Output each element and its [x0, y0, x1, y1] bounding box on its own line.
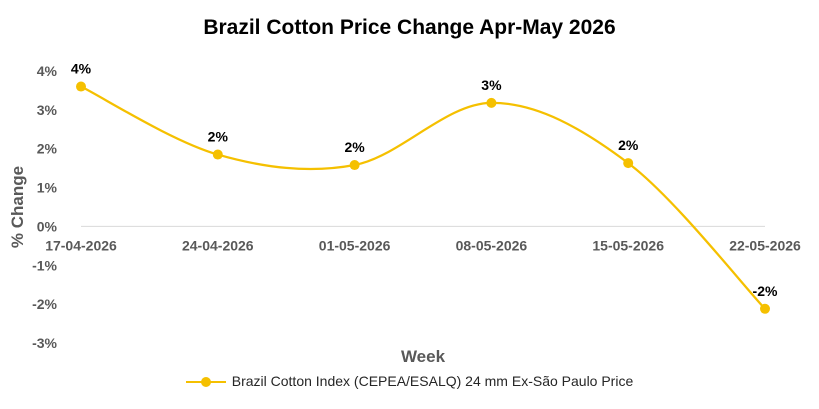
- chart-title: Brazil Cotton Price Change Apr-May 2026: [203, 16, 616, 39]
- data-point: [349, 160, 360, 171]
- x-tick-label: 24-04-2026: [182, 237, 254, 253]
- data-labels: 4% 2% 2% 3% 2% -2%: [71, 61, 778, 299]
- x-tick-label: 08-05-2026: [456, 237, 528, 253]
- data-point: [76, 81, 86, 92]
- y-tick-label: -3%: [32, 335, 57, 351]
- y-tick-label: 3%: [37, 102, 58, 118]
- x-tick-label: 22-05-2026: [729, 237, 801, 253]
- y-tick-label: -2%: [32, 296, 57, 312]
- y-tick-label: 2%: [37, 141, 58, 157]
- y-tick-label: 4%: [37, 63, 58, 79]
- x-tick-label: 17-04-2026: [45, 237, 117, 253]
- y-tick-label: 1%: [37, 180, 58, 196]
- y-axis-title: % Change: [8, 166, 27, 248]
- series-line: [80, 85, 766, 310]
- y-tick-label: 0%: [37, 218, 58, 234]
- data-point: [623, 158, 634, 169]
- data-points: [76, 81, 770, 314]
- data-label: 2%: [618, 137, 639, 153]
- x-axis-ticks: 17-04-2026 24-04-2026 01-05-2026 08-05-2026…: [45, 237, 801, 253]
- data-label: 3%: [481, 77, 502, 93]
- data-label: 2%: [208, 129, 229, 145]
- y-axis-ticks: -3% -2% -1% 0% 1% 2% 3% 4%: [32, 63, 57, 351]
- legend-label: Brazil Cotton Index (CEPEA/ESALQ) 24 mm …: [231, 373, 634, 389]
- data-label: -2%: [753, 283, 778, 299]
- data-label: 4%: [71, 61, 92, 77]
- data-label: 2%: [344, 139, 365, 155]
- x-tick-label: 15-05-2026: [592, 237, 664, 253]
- legend: Brazil Cotton Index (CEPEA/ESALQ) 24 mm …: [0, 373, 819, 389]
- legend-marker-icon: [185, 375, 226, 389]
- x-axis-title: Week: [401, 347, 446, 366]
- data-point: [486, 97, 497, 108]
- data-point: [760, 303, 770, 314]
- data-point: [212, 149, 223, 160]
- y-tick-label: -1%: [32, 257, 57, 273]
- x-tick-label: 01-05-2026: [319, 237, 391, 253]
